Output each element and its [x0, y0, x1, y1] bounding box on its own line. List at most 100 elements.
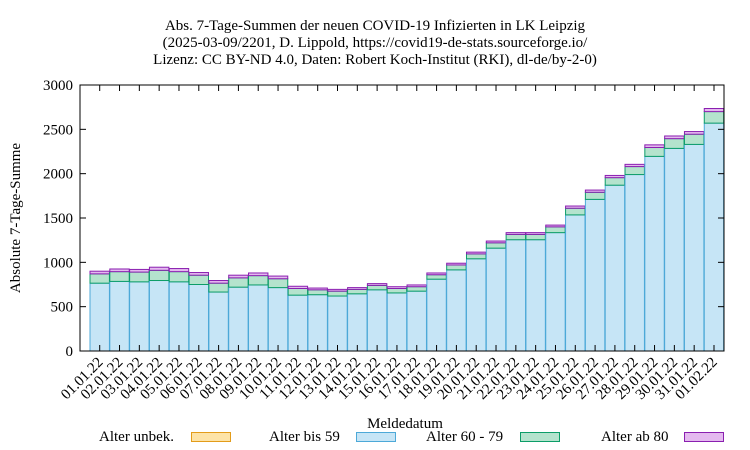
legend-swatch-3 [684, 432, 724, 442]
bar-segment-26-1 [604, 184, 626, 352]
bar-segment-24-3 [565, 205, 586, 209]
bar-segment-31-2 [703, 111, 725, 124]
legend-swatch-0 [191, 432, 231, 442]
legend-label-2: Alter 60 - 79 [426, 429, 504, 445]
bar-segment-14-3 [366, 283, 388, 286]
bar-segment-19-3 [465, 251, 487, 255]
bar-segment-20-1 [485, 247, 507, 352]
bar-segment-21-3 [505, 232, 527, 235]
bar-segment-31-3 [703, 107, 725, 113]
bar-segment-3-3 [148, 266, 170, 271]
bar-segment-5-1 [188, 284, 209, 352]
bar-segment-28-2 [644, 147, 665, 157]
bar-segment-26-2 [604, 177, 626, 186]
bar-segment-22-3 [525, 232, 546, 235]
bar-segment-28-3 [644, 144, 665, 149]
bar-segment-12-1 [327, 295, 348, 352]
bar-segment-16-3 [406, 284, 427, 288]
bar-segment-30-2 [683, 133, 705, 145]
bar-segment-6-3 [208, 280, 229, 284]
legend-label-1: Alter bis 59 [269, 429, 340, 445]
chart-title-line-3: Lizenz: CC BY-ND 4.0, Daten: Robert Koch… [153, 52, 597, 68]
bar-segment-11-1 [307, 294, 328, 352]
bar-segment-21-1 [505, 239, 527, 352]
bar-segment-14-2 [366, 284, 388, 291]
bar-segment-2-3 [129, 268, 150, 273]
bar-segment-28-1 [644, 155, 665, 352]
bar-segment-9-1 [267, 287, 289, 352]
bar-segment-25-1 [584, 198, 606, 352]
legend-swatch-2 [520, 432, 560, 442]
bar-segment-19-2 [465, 253, 487, 260]
bar-segment-18-1 [446, 269, 467, 352]
bar-segment-29-3 [664, 135, 685, 140]
bar-segment-0-3 [89, 270, 110, 275]
y-tick-label: 3000 [43, 78, 73, 94]
bar-segment-1-2 [109, 271, 130, 282]
legend-swatch-1 [356, 432, 396, 442]
bar-segment-30-3 [683, 131, 705, 135]
legend-label-0: Alter unbek. [99, 429, 174, 445]
bar-segment-27-3 [624, 163, 645, 168]
bar-segment-12-3 [327, 288, 348, 292]
bar-segment-13-3 [347, 287, 368, 290]
y-tick-label: 2000 [43, 167, 73, 183]
bar-segment-2-1 [129, 281, 150, 352]
bar-segment-13-1 [347, 293, 368, 352]
bar-segment-3-1 [148, 280, 170, 352]
y-tick-label: 0 [66, 344, 74, 360]
bar-segment-15-1 [386, 292, 408, 352]
bar-segment-4-2 [168, 271, 190, 283]
bar-segment-0-2 [89, 273, 110, 284]
bar-segment-22-1 [525, 239, 546, 352]
bar-segment-13-2 [347, 288, 368, 295]
bar-segment-20-2 [485, 242, 507, 249]
bar-segment-31-1 [703, 122, 725, 352]
bar-segment-22-2 [525, 233, 546, 241]
bar-segment-27-2 [624, 166, 645, 176]
bar-segment-12-2 [327, 290, 348, 297]
bar-segment-15-3 [386, 286, 408, 289]
bar-segment-23-3 [545, 224, 566, 228]
bar-segment-23-1 [545, 232, 566, 352]
bar-segment-3-2 [148, 269, 170, 282]
bar-segment-11-3 [307, 287, 328, 291]
bar-segment-0-1 [89, 282, 110, 352]
bar-segment-30-1 [683, 143, 705, 352]
bar-segment-6-2 [208, 282, 229, 293]
x-axis: 01.01.2202.01.2203.01.2204.01.2205.01.22… [58, 85, 721, 403]
bar-segment-19-1 [465, 258, 487, 352]
bar-segment-25-2 [584, 191, 606, 200]
bar-segment-25-3 [584, 189, 606, 193]
y-tick-label: 500 [51, 300, 74, 316]
chart-title-line-2: (2025-03-09/2201, D. Lippold, https://co… [162, 35, 588, 51]
bar-segment-27-1 [624, 174, 645, 352]
bar-segment-1-1 [109, 280, 130, 352]
bar-segment-8-2 [248, 275, 269, 286]
y-tick-label: 1000 [43, 255, 73, 271]
bar-segment-8-3 [248, 272, 269, 277]
y-axis: 0 500 1000 1500 2000 2500 3000 [43, 78, 724, 360]
bar-segment-29-2 [664, 138, 685, 149]
bar-segment-9-3 [267, 275, 289, 280]
bar-segment-24-2 [565, 207, 586, 216]
bar-segment-10-2 [287, 287, 309, 296]
bar-segment-7-3 [228, 274, 249, 279]
bar-segment-18-3 [446, 262, 467, 266]
bar-segment-10-1 [287, 294, 309, 352]
bar-segment-17-3 [426, 272, 447, 276]
y-axis-label: Absolute 7-Tage-Summe [8, 143, 24, 294]
bar-segment-26-3 [604, 174, 626, 179]
bar-segment-16-2 [406, 286, 427, 292]
bar-segment-4-3 [168, 268, 190, 273]
bars-layer [89, 107, 725, 352]
bar-segment-7-2 [228, 277, 249, 288]
bar-segment-17-1 [426, 278, 447, 352]
x-axis-label: Meldedatum [367, 416, 443, 432]
bar-segment-20-3 [485, 240, 507, 244]
bar-segment-23-2 [545, 226, 566, 234]
bar-segment-9-2 [267, 278, 289, 289]
bar-segment-2-2 [129, 271, 150, 283]
bar-segment-14-1 [366, 289, 388, 352]
y-tick-label: 2500 [43, 122, 73, 138]
